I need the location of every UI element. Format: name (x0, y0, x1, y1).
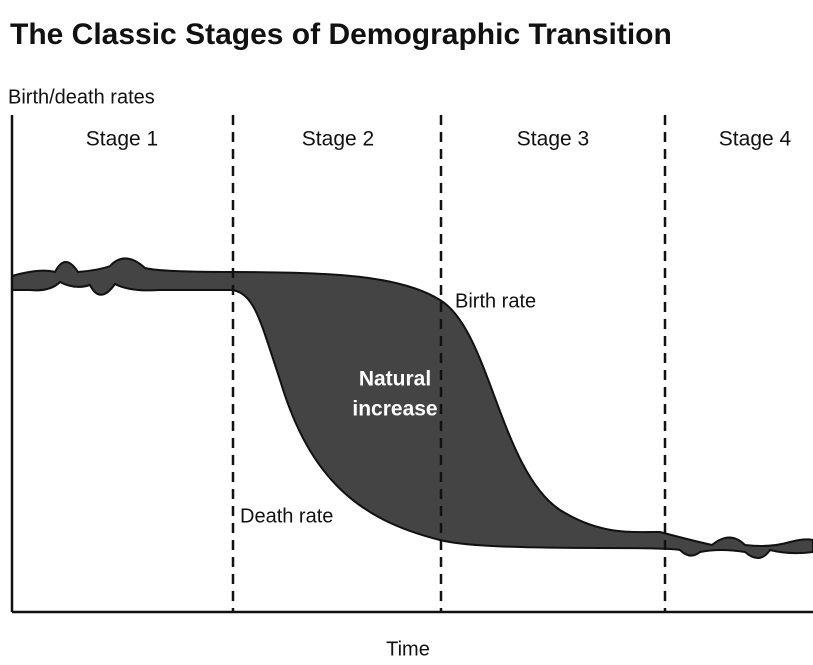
death-rate-label: Death rate (240, 505, 333, 527)
stage-label: Stage 1 (86, 128, 158, 151)
natural-increase-area (11, 257, 813, 559)
stage-label: Stage 3 (517, 128, 589, 151)
x-axis-label: Time (386, 638, 430, 660)
natural-increase-label: increase (352, 398, 437, 421)
y-axis-label: Birth/death rates (8, 86, 155, 108)
birth-rate-label: Birth rate (455, 290, 536, 312)
title: The Classic Stages of Demographic Transi… (10, 18, 672, 51)
stage-label: Stage 2 (302, 128, 374, 151)
stage-dividers (231, 115, 667, 612)
stage-label: Stage 4 (719, 128, 792, 151)
natural-increase-label: Natural (359, 368, 431, 391)
